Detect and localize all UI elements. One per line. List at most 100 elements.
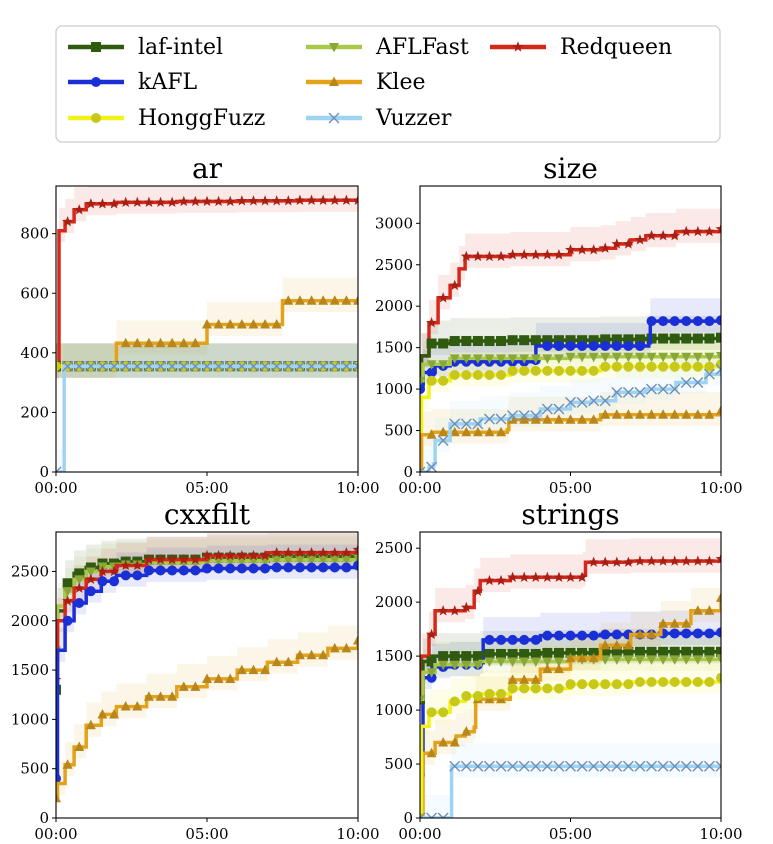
marker-kafl — [577, 630, 588, 641]
marker-redqueen — [576, 244, 588, 255]
marker-kafl — [716, 315, 721, 326]
marker-redqueen — [143, 196, 155, 208]
marker-honggfuzz — [600, 361, 611, 372]
y-tick-label: 1500 — [375, 339, 413, 357]
marker-redqueen — [426, 317, 438, 328]
marker-kafl — [519, 634, 530, 645]
panel-title: cxxfilt — [164, 498, 251, 531]
marker-laf-intel — [530, 648, 541, 659]
marker-laf-intel — [692, 646, 703, 657]
marker-redqueen — [507, 249, 519, 260]
y-tick-label: 0 — [403, 463, 413, 481]
y-tick-label: 2500 — [11, 562, 49, 580]
marker-aflfast — [507, 354, 518, 364]
marker-klee — [634, 409, 645, 419]
marker-redqueen — [553, 571, 565, 582]
marker-kafl — [553, 630, 564, 641]
marker-vuzzer — [426, 812, 438, 818]
marker-redqueen — [73, 204, 85, 215]
marker-klee — [283, 656, 294, 667]
marker-laf-intel — [611, 646, 622, 657]
marker-vuzzer — [495, 760, 507, 772]
marker-klee — [681, 409, 692, 419]
marker-klee — [294, 295, 305, 305]
marker-redqueen — [271, 546, 283, 558]
marker-vuzzer — [657, 383, 669, 395]
marker-kafl — [56, 773, 61, 784]
marker-vuzzer — [178, 360, 190, 372]
marker-kafl — [565, 340, 576, 351]
marker-klee — [341, 642, 352, 653]
marker-vuzzer — [553, 403, 565, 415]
marker-klee — [143, 691, 154, 701]
marker-vuzzer — [306, 360, 318, 372]
marker-aflfast — [472, 660, 483, 671]
marker-honggfuzz — [588, 365, 599, 376]
marker-kafl — [318, 562, 329, 573]
marker-honggfuzz — [669, 361, 680, 372]
marker-laf-intel — [426, 656, 437, 667]
marker-kafl — [109, 576, 120, 587]
y-tick-label: 1000 — [375, 380, 413, 398]
marker-redqueen — [120, 559, 132, 571]
marker-vuzzer — [483, 413, 495, 425]
legend-marker-vuzzer — [328, 112, 340, 124]
panel-title: ar — [192, 152, 223, 185]
marker-klee — [318, 295, 329, 305]
band-vuzzer — [420, 743, 721, 818]
marker-vuzzer — [611, 760, 623, 772]
marker-aflfast — [611, 352, 622, 363]
marker-vuzzer — [329, 360, 341, 372]
marker-aflfast — [461, 354, 472, 364]
marker-honggfuzz — [553, 683, 564, 694]
panel-title: size — [543, 152, 598, 185]
plot-area — [56, 186, 358, 472]
marker-redqueen — [622, 238, 634, 249]
marker-honggfuzz — [646, 361, 657, 372]
x-tick-label: 10:00 — [699, 479, 742, 497]
marker-klee — [85, 719, 96, 730]
marker-klee — [438, 736, 449, 747]
marker-laf-intel — [496, 648, 507, 659]
marker-kafl — [306, 562, 317, 573]
marker-redqueen — [213, 549, 225, 561]
marker-laf-intel — [704, 333, 715, 344]
marker-redqueen — [692, 555, 704, 566]
marker-laf-intel — [507, 335, 518, 346]
marker-redqueen — [131, 559, 143, 571]
marker-kafl — [62, 615, 73, 626]
marker-redqueen — [530, 571, 542, 582]
marker-klee — [190, 337, 201, 348]
marker-kafl — [669, 628, 680, 639]
marker-aflfast — [530, 354, 541, 364]
marker-klee — [461, 726, 472, 736]
band-honggfuzz — [56, 343, 358, 378]
marker-laf-intel — [658, 333, 669, 344]
marker-honggfuzz — [704, 361, 715, 372]
marker-vuzzer — [201, 360, 213, 372]
marker-kafl — [623, 340, 634, 351]
marker-redqueen — [565, 571, 576, 582]
marker-honggfuzz — [611, 679, 622, 690]
marker-kafl — [692, 316, 703, 327]
band-laf-intel — [420, 314, 721, 393]
marker-kafl — [143, 565, 154, 576]
marker-vuzzer — [530, 410, 542, 422]
marker-klee — [716, 405, 721, 415]
marker-aflfast — [449, 660, 460, 671]
marker-redqueen — [669, 229, 681, 241]
marker-honggfuzz — [449, 696, 460, 707]
marker-klee — [646, 629, 657, 639]
y-tick-label: 0 — [39, 809, 49, 827]
marker-redqueen — [460, 250, 472, 262]
marker-klee — [484, 426, 495, 437]
marker-aflfast — [461, 660, 472, 671]
marker-honggfuzz — [472, 370, 483, 381]
y-tick-label: 2000 — [375, 593, 413, 611]
legend-frame — [55, 25, 721, 143]
marker-kafl — [420, 384, 425, 395]
marker-aflfast — [62, 587, 73, 597]
marker-vuzzer — [703, 760, 715, 772]
marker-redqueen — [518, 571, 530, 582]
marker-laf-intel — [681, 646, 692, 657]
